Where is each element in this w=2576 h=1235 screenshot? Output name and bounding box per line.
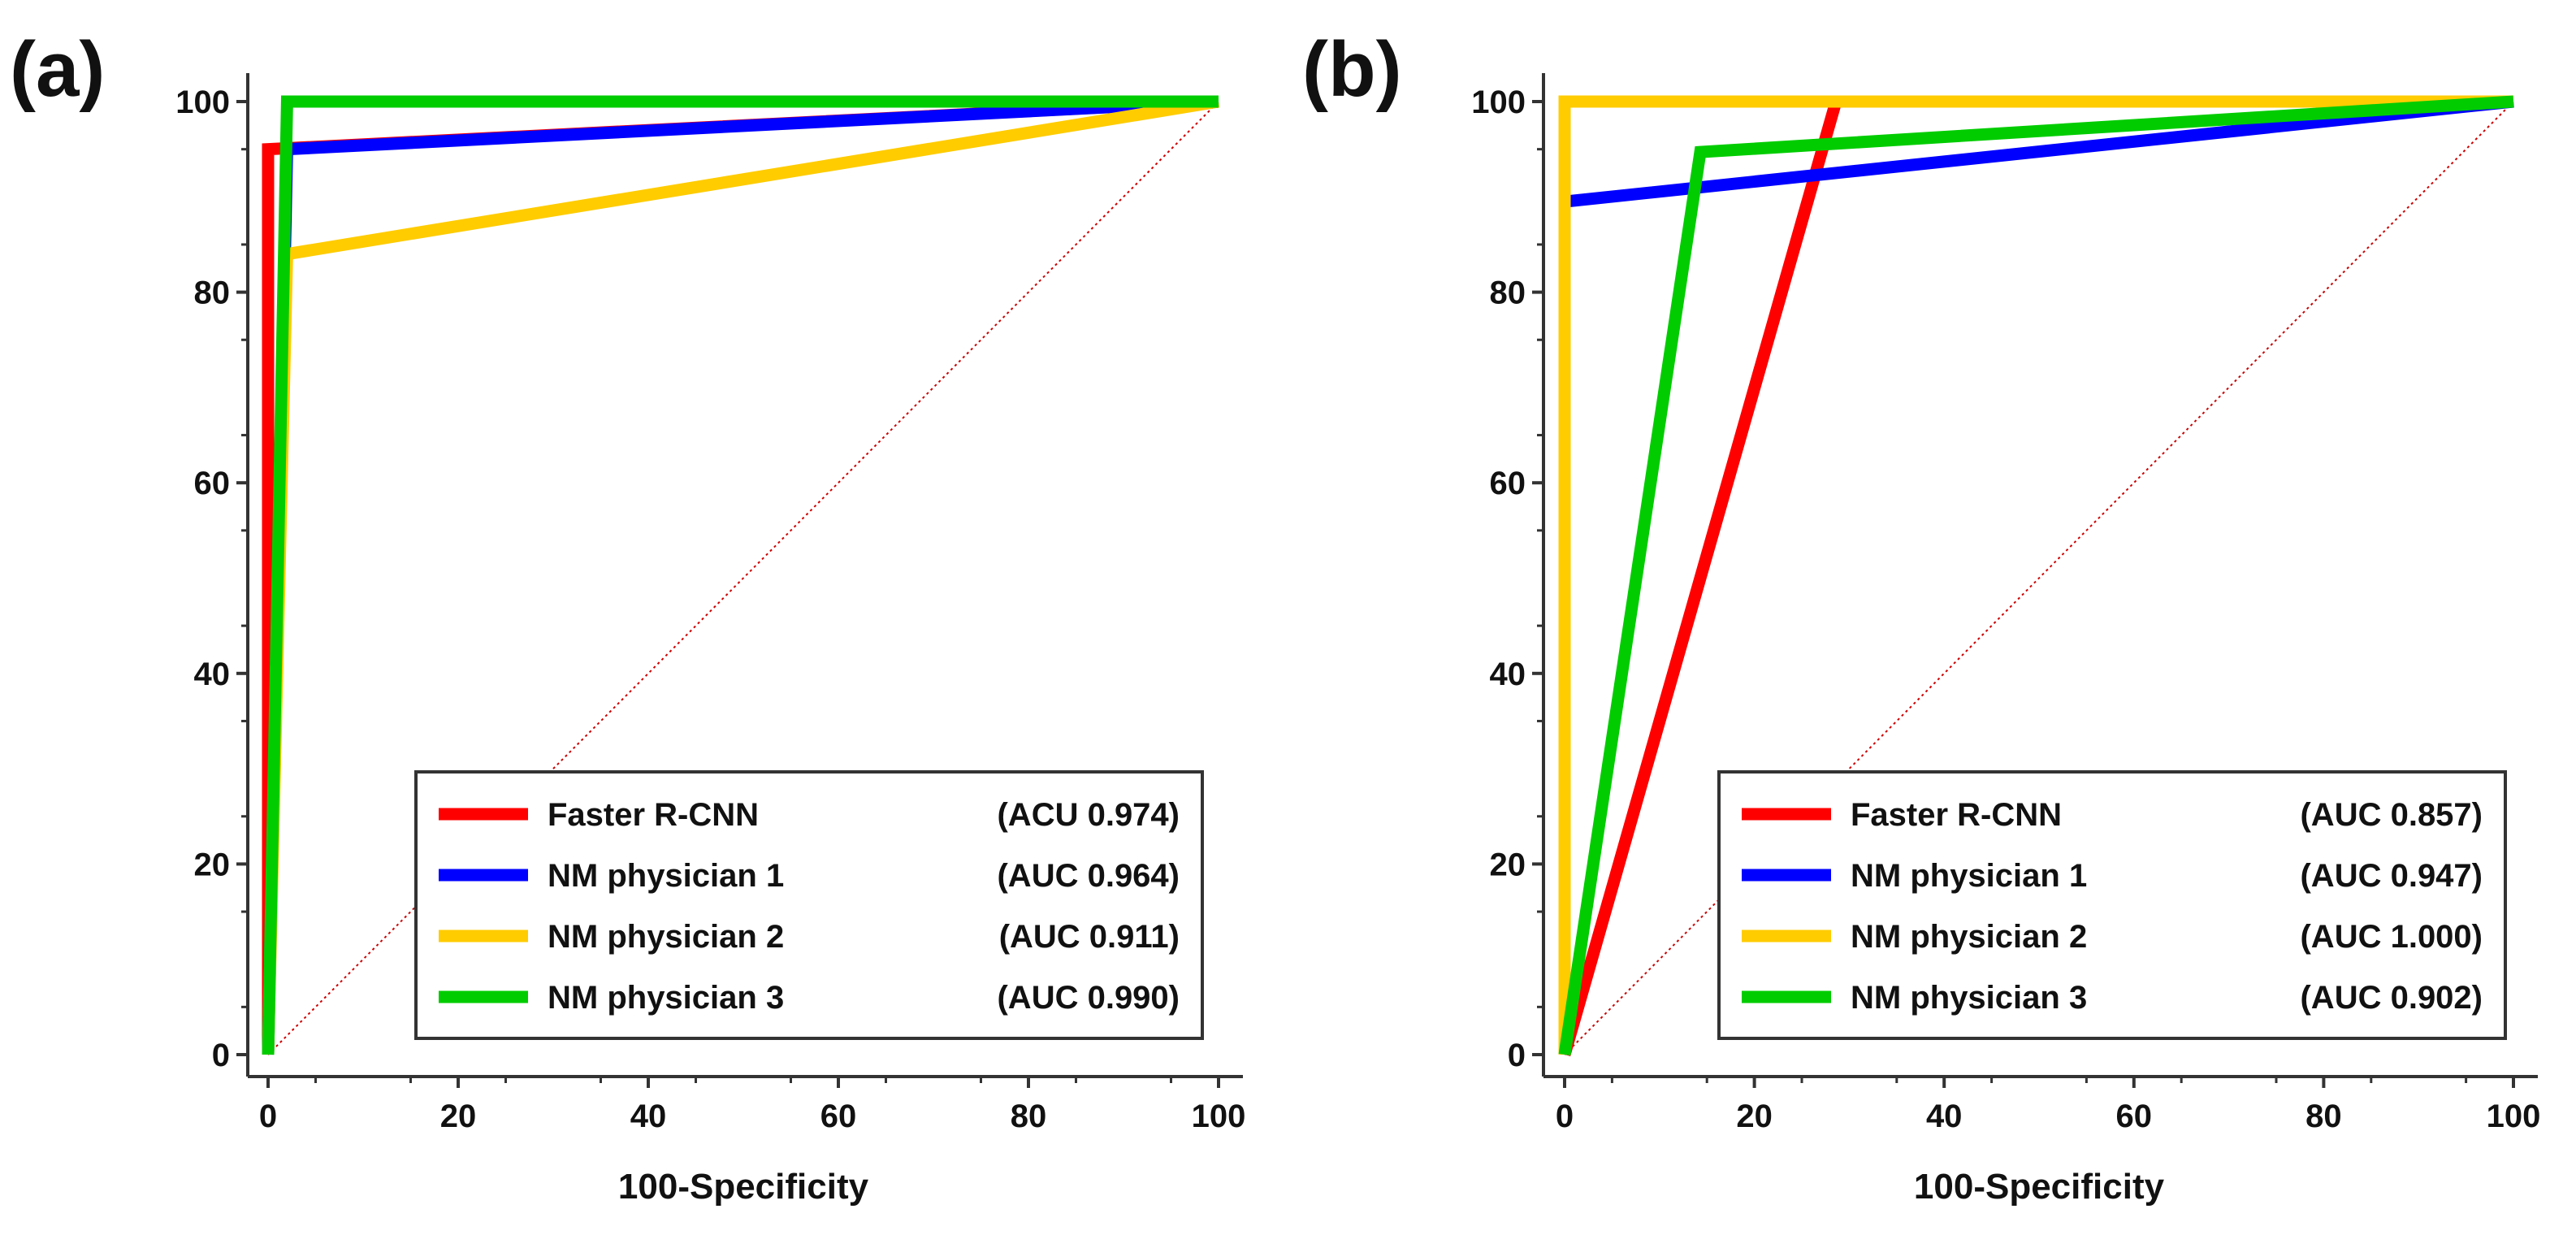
y-tick-label: 100 [1471, 84, 1526, 120]
y-tick-label: 60 [1490, 466, 1526, 501]
y-tick-label: 0 [1508, 1038, 1526, 1073]
legend-auc-value: (ACU 0.974) [997, 797, 1180, 833]
y-tick-label: 40 [194, 656, 231, 692]
x-tick-label: 20 [440, 1098, 477, 1134]
legend-auc-value: (AUC 0.902) [2300, 980, 2483, 1016]
y-tick-label: 40 [1490, 656, 1526, 692]
x-tick-label: 100 [2487, 1098, 2541, 1134]
roc-curve-4 [1558, 95, 2514, 1056]
legend-auc-value: (AUC 0.990) [997, 980, 1180, 1016]
x-tick-label: 100 [1192, 1098, 1246, 1134]
panel-label: (a) [10, 26, 105, 113]
x-tick-label: 60 [820, 1098, 857, 1134]
x-tick-label: 20 [1736, 1098, 1773, 1134]
plot-area: 0 20 40 60 80 100 0 20 40 60 80 100 Faster R-CNN (AUC… [1471, 73, 2540, 1134]
panel-label: (b) [1302, 26, 1402, 113]
x-tick-label: 60 [2116, 1098, 2153, 1134]
legend-series-name: Faster R-CNN [548, 797, 759, 833]
legend: Faster R-CNN (AUC 0.857) NM physician 1 (AU… [1717, 770, 2507, 1040]
y-tick-label: 60 [194, 466, 231, 501]
plot-area: 0 20 40 60 80 100 0 20 40 60 80 100 Faster R-CNN (ACU… [175, 73, 1245, 1134]
legend-series-name: Faster R-CNN [1851, 797, 2062, 833]
y-tick-label: 100 [175, 84, 230, 120]
x-tick-label: 40 [630, 1098, 667, 1134]
roc-curve-3 [1558, 95, 2513, 1055]
legend-series-name: NM physician 2 [548, 919, 784, 955]
x-tick-label: 40 [1926, 1098, 1963, 1134]
y-tick-label: 20 [1490, 847, 1526, 882]
legend: Faster R-CNN (ACU 0.974) NM physician 1 (AU… [414, 770, 1204, 1040]
x-tick-label: 0 [1556, 1098, 1574, 1134]
legend-series-name: NM physician 2 [1851, 919, 2087, 955]
y-tick-label: 20 [194, 847, 231, 882]
x-tick-label: 80 [2305, 1098, 2342, 1134]
legend-series-name: NM physician 3 [1851, 980, 2087, 1016]
legend-auc-value: (AUC 0.964) [997, 858, 1180, 894]
chart-panel-b: (b) 0 20 40 60 80 100 0 20 40 60 80 100 Faster R-CNN… [1302, 26, 2540, 1207]
y-tick-label: 0 [212, 1038, 230, 1073]
legend-series-name: NM physician 3 [548, 980, 784, 1016]
y-tick-label: 80 [1490, 275, 1526, 311]
chance-diagonal-line [267, 101, 1219, 1055]
x-axis-title: 100-Specificity [1914, 1167, 2165, 1207]
x-axis-title: 100-Specificity [618, 1167, 869, 1207]
chart-panel-a: (a) 0 20 40 60 80 100 0 20 40 60 80 100 Faster R-CNN… [10, 26, 1245, 1207]
legend-box [414, 770, 1204, 1040]
legend-auc-value: (AUC 0.857) [2300, 797, 2483, 833]
roc-curve-4 [262, 95, 1219, 1055]
legend-series-name: NM physician 1 [1851, 858, 2087, 894]
y-tick-label: 80 [194, 275, 231, 311]
legend-auc-value: (AUC 0.947) [2300, 858, 2483, 894]
legend-auc-value: (AUC 0.911) [999, 919, 1180, 955]
legend-auc-value: (AUC 1.000) [2300, 919, 2483, 955]
x-tick-label: 0 [259, 1098, 277, 1134]
legend-series-name: NM physician 1 [548, 858, 784, 894]
legend-box [1717, 770, 2507, 1040]
x-tick-label: 80 [1011, 1098, 1047, 1134]
